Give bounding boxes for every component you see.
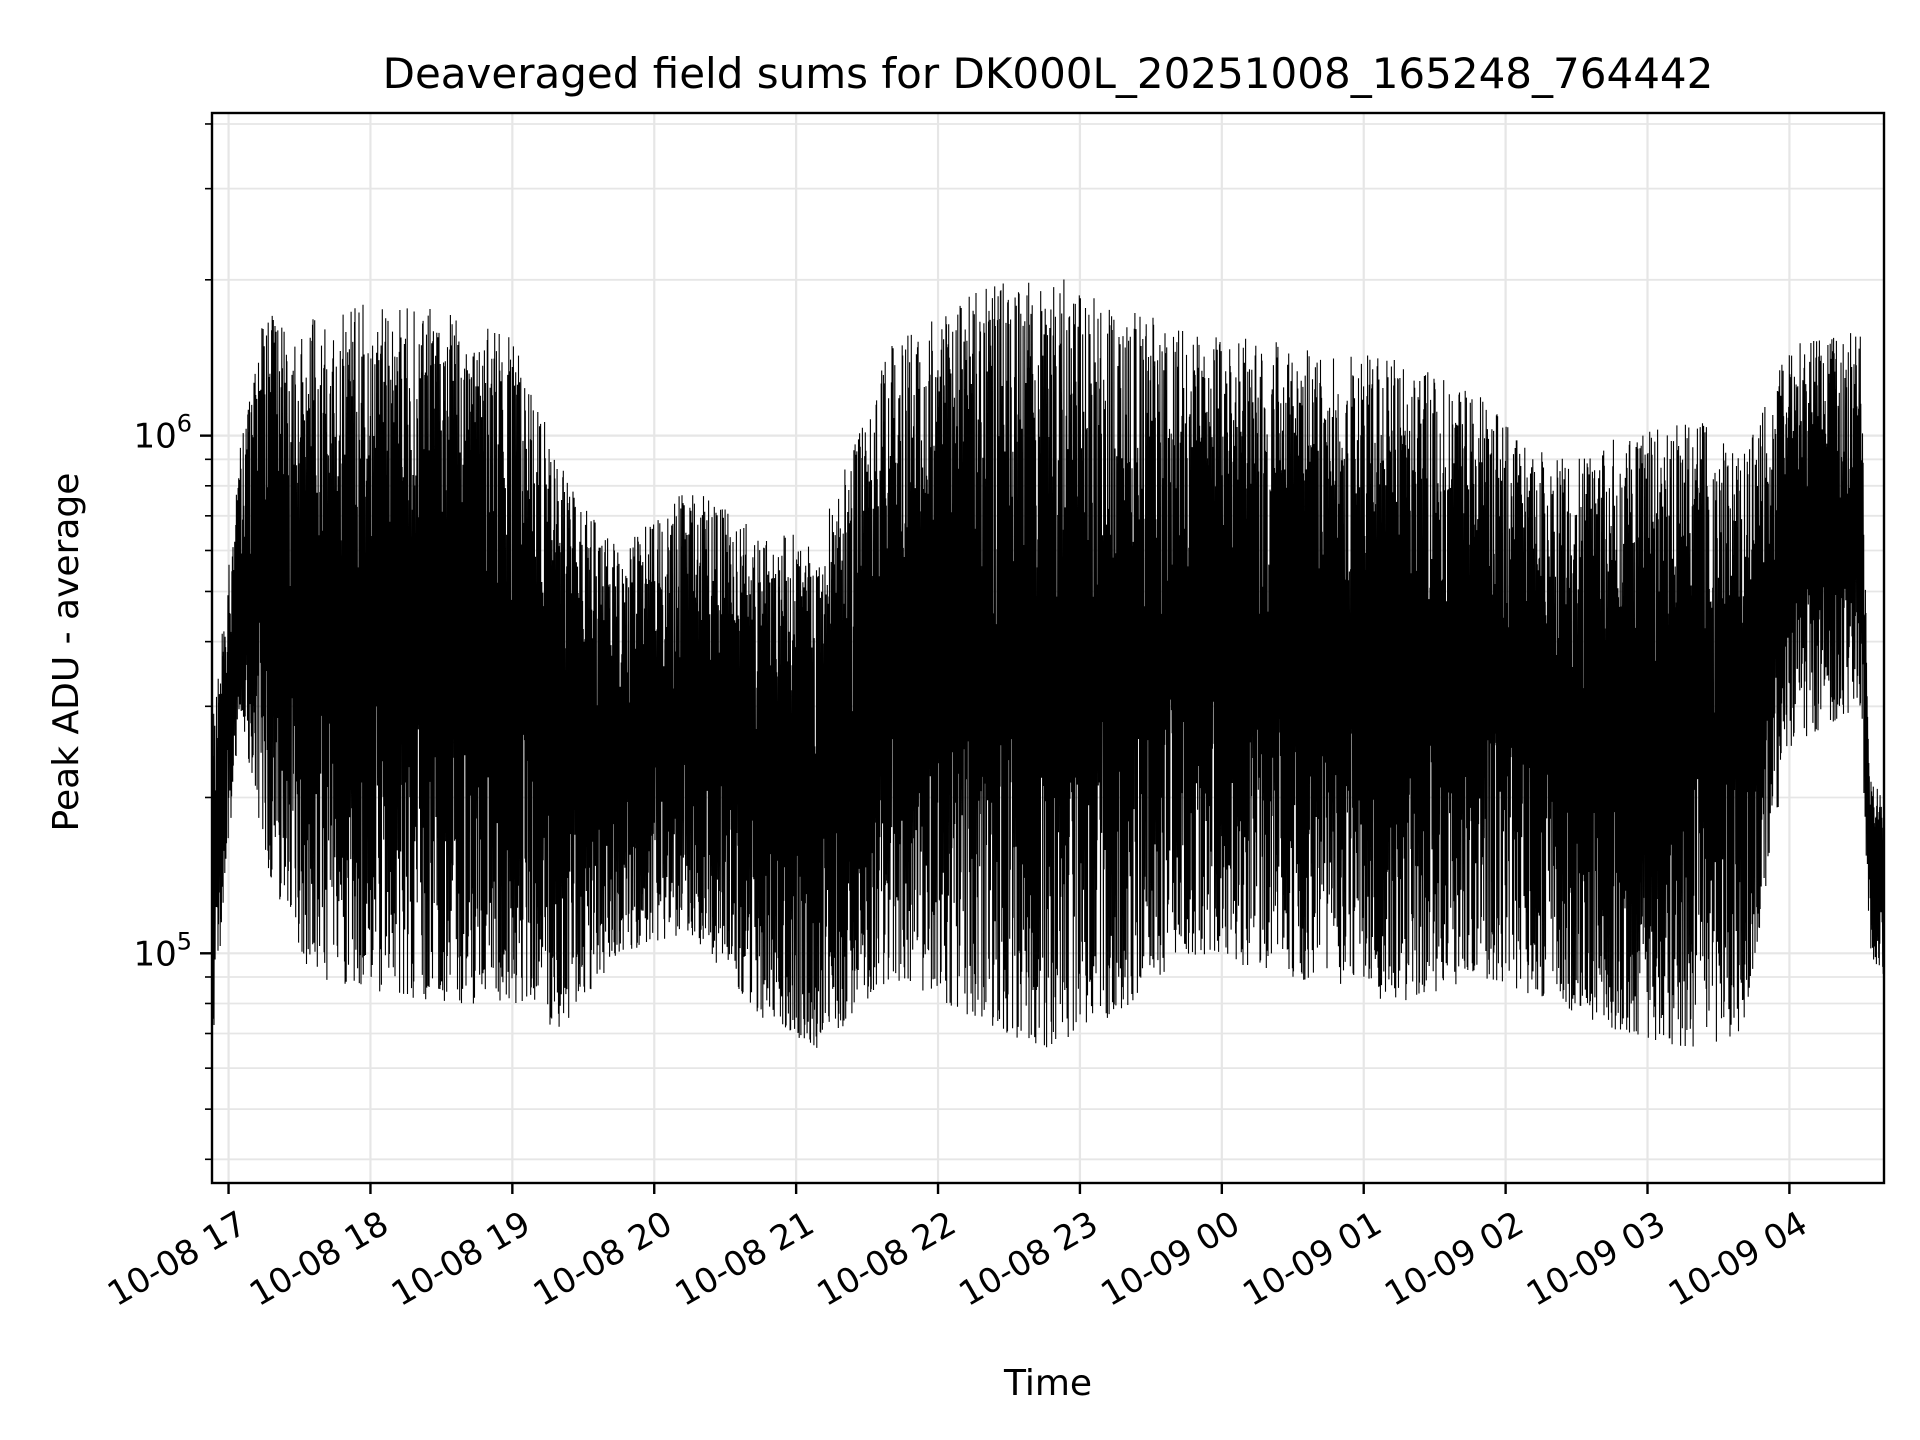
x-axis-label: Time — [1003, 1363, 1092, 1404]
y-tick-label: 105 — [133, 927, 192, 974]
y-tick-exponent: 6 — [177, 410, 192, 438]
plot-frame — [210, 111, 1886, 1185]
y-tick-exponent: 5 — [177, 927, 192, 955]
chart-title: Deaveraged field sums for DK000L_2025100… — [383, 49, 1714, 98]
series-trace — [211, 279, 1885, 1048]
y-tick-label: 106 — [133, 410, 192, 457]
y-tick-base: 10 — [133, 934, 176, 974]
series-line — [211, 279, 1885, 1048]
y-axis-label: Peak ADU - average — [46, 473, 87, 832]
y-tick-base: 10 — [133, 417, 176, 457]
